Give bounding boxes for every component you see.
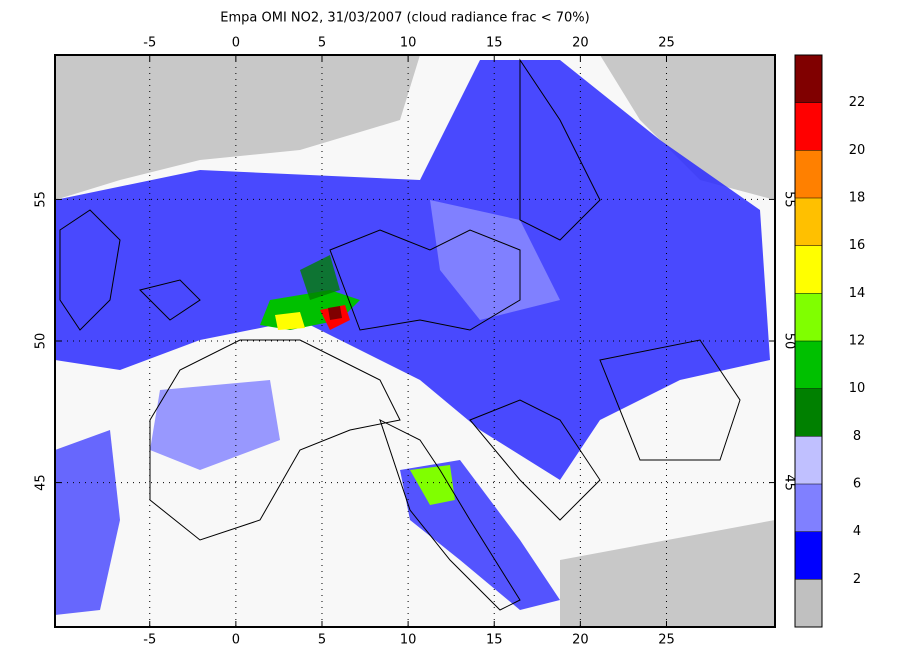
colorbar-tick-label: 12 [849, 334, 866, 349]
x-tick-label: 15 [486, 633, 503, 648]
colorbar-segment [795, 102, 822, 151]
colorbar-tick-label: 8 [853, 429, 861, 444]
x-tick-label: 0 [232, 633, 240, 648]
colorbar-tick-label: 22 [849, 95, 866, 110]
colorbar-tick-label: 16 [849, 238, 866, 253]
colorbar-tick-label: 10 [849, 381, 866, 396]
x-tick-label: 20 [572, 36, 589, 51]
x-tick-label: 0 [232, 36, 240, 51]
colorbar-tick-label: 2 [853, 572, 861, 587]
x-tick-label: 15 [486, 36, 503, 51]
y-tick-label: 50 [34, 333, 49, 350]
x-tick-label: 20 [572, 633, 589, 648]
no2-field [55, 430, 120, 615]
no2-hotspot [328, 306, 342, 320]
colorbar-tick-label: 20 [849, 143, 866, 158]
colorbar-segment [795, 293, 822, 341]
no2-hotspot [275, 312, 305, 330]
colorbar-segment [795, 150, 822, 198]
plot-frame [54, 54, 776, 628]
colorbar-segment [795, 484, 822, 532]
colorbar-segment [795, 198, 822, 246]
x-tick-label: 25 [658, 36, 675, 51]
cloud-free-region [55, 55, 420, 200]
colorbar-segment [795, 388, 822, 437]
colorbar: 2 4 6 8 10 12 14 16 18 20 22 [794, 54, 866, 628]
colorbar-tick-label: 6 [853, 477, 861, 492]
x-tick-label: -5 [143, 633, 156, 648]
colorbar-segment [795, 245, 822, 294]
x-tick-label: 5 [318, 633, 326, 648]
colorbar-segment [795, 341, 822, 389]
x-tick-label: 5 [318, 36, 326, 51]
y-tick-label: 55 [34, 191, 49, 208]
colorbar-tick-label: 14 [849, 286, 866, 301]
y-tick-label: 45 [34, 474, 49, 491]
y-tick-label: 50 [782, 333, 797, 350]
chart-title: Empa OMI NO2, 31/03/2007 (cloud radiance… [220, 11, 589, 26]
colorbar-segment [795, 579, 822, 627]
x-tick-label: 10 [400, 36, 417, 51]
no2-field [55, 60, 770, 480]
x-tick-label: 10 [400, 633, 417, 648]
x-tick-label: -5 [143, 36, 156, 51]
colorbar-segment [795, 531, 822, 580]
coastline [59, 58, 741, 611]
y-tick-label: 55 [782, 191, 797, 208]
no2-hotspot [300, 255, 340, 300]
cloud-free-region [600, 55, 775, 200]
colorbar-tick-label: 18 [849, 191, 866, 206]
y-tick-label: 45 [782, 474, 797, 491]
colorbar-tick-label: 4 [853, 524, 861, 539]
no2-hotspot [410, 465, 455, 505]
cloud-free-region [560, 520, 775, 627]
colorbar-segment [795, 55, 822, 103]
colorbar-segment [795, 436, 822, 484]
no2-field [430, 200, 560, 320]
x-tick-label: 25 [658, 633, 675, 648]
no2-field [150, 380, 280, 470]
